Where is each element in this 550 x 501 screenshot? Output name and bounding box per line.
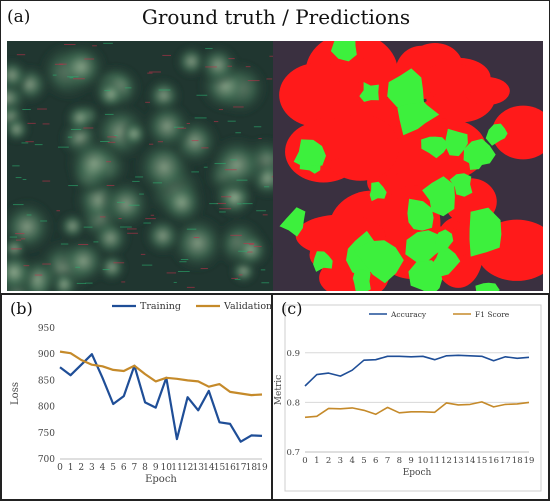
y-tick-label: 700 (38, 455, 55, 465)
panel-b-label: (b) (10, 299, 33, 318)
x-tick-label: 2 (326, 456, 331, 466)
x-tick-label: 3 (338, 456, 343, 466)
x-tick-label: 13 (453, 456, 464, 466)
x-tick-label: 8 (142, 463, 148, 473)
y-tick-label: 0.7 (286, 448, 300, 458)
series-line-training (60, 354, 262, 442)
prediction-map (273, 41, 543, 291)
x-tick-label: 9 (408, 456, 413, 466)
legend-label: Validation (223, 301, 272, 312)
y-axis-title: Loss (10, 382, 21, 405)
x-tick-label: 16 (488, 456, 499, 466)
x-tick-label: 19 (256, 463, 268, 473)
x-tick-label: 14 (465, 456, 476, 466)
legend-label: F1 Score (475, 310, 510, 319)
panel-b-loss-chart: 700 750 800 850 900 950 0 1 2 3 4 5 6 7 8 9 10 11 12 13 14 15… (0, 293, 272, 501)
panel-a-title: Ground truth / Predictions (1, 5, 550, 29)
ground-truth-region (353, 269, 371, 291)
panel-a: (a) Ground truth / Predictions (0, 0, 550, 294)
x-tick-label: 3 (89, 463, 95, 473)
tree-crown (141, 100, 194, 153)
x-tick-label: 18 (512, 456, 523, 466)
x-tick-label: 0 (57, 463, 63, 473)
x-tick-label: 5 (361, 456, 366, 466)
tree-crown (206, 134, 268, 196)
panel-c-label: (c) (281, 299, 302, 318)
x-tick-label: 11 (429, 456, 440, 466)
legend-label: Training (140, 301, 181, 312)
y-tick-label: 850 (38, 376, 55, 386)
x-tick-label: 17 (500, 456, 511, 466)
x-axis-title: Epoch (403, 468, 432, 478)
panel-c-metric-chart: 0.7 0.8 0.9 0 1 2 3 4 5 6 7 8 9 10 11 12 13 14 15 16 17 18 19 E… (272, 293, 550, 501)
x-tick-label: 0 (302, 456, 307, 466)
x-tick-label: 10 (417, 456, 428, 466)
metric-chart-svg: 0.70.80.90 1 2 3 4 5 6 7 8 9 10 11 12 13 14 15 16 17 18 19E… (273, 295, 547, 499)
legend-label: Accuracy (390, 310, 427, 319)
x-tick-label: 4 (100, 463, 106, 473)
x-tick-label: 6 (121, 463, 127, 473)
x-tick-label: 9 (153, 463, 159, 473)
x-tick-label: 1 (314, 456, 319, 466)
y-tick-label: 800 (38, 403, 55, 413)
x-tick-label: 12 (441, 456, 452, 466)
x-tick-label: 5 (110, 463, 116, 473)
x-tick-label: 2 (78, 463, 84, 473)
x-tick-label: 7 (385, 456, 390, 466)
y-axis-title: Metric (274, 375, 284, 405)
x-tick-label: 8 (397, 456, 402, 466)
ground-truth-aerial-image (7, 41, 273, 291)
series-line-accuracy (305, 355, 529, 386)
y-tick-label: 0.8 (286, 398, 300, 408)
tree-crown (58, 235, 110, 287)
tree-crown (142, 215, 184, 257)
prediction-region (420, 63, 480, 97)
y-tick-label: 900 (38, 350, 55, 360)
y-tick-label: 750 (38, 429, 55, 439)
y-tick-label: 950 (38, 324, 55, 334)
x-tick-label: 4 (349, 456, 354, 466)
x-tick-label: 19 (524, 456, 535, 466)
x-tick-label: 15 (476, 456, 487, 466)
x-tick-label: 7 (132, 463, 138, 473)
x-tick-label: 1 (68, 463, 74, 473)
x-axis-title: Epoch (145, 474, 177, 485)
x-tick-label: 6 (373, 456, 378, 466)
tree-crown (196, 43, 240, 87)
series-line-validation (60, 352, 262, 396)
series-line-f1-score (305, 402, 529, 417)
y-tick-label: 0.9 (286, 349, 300, 359)
